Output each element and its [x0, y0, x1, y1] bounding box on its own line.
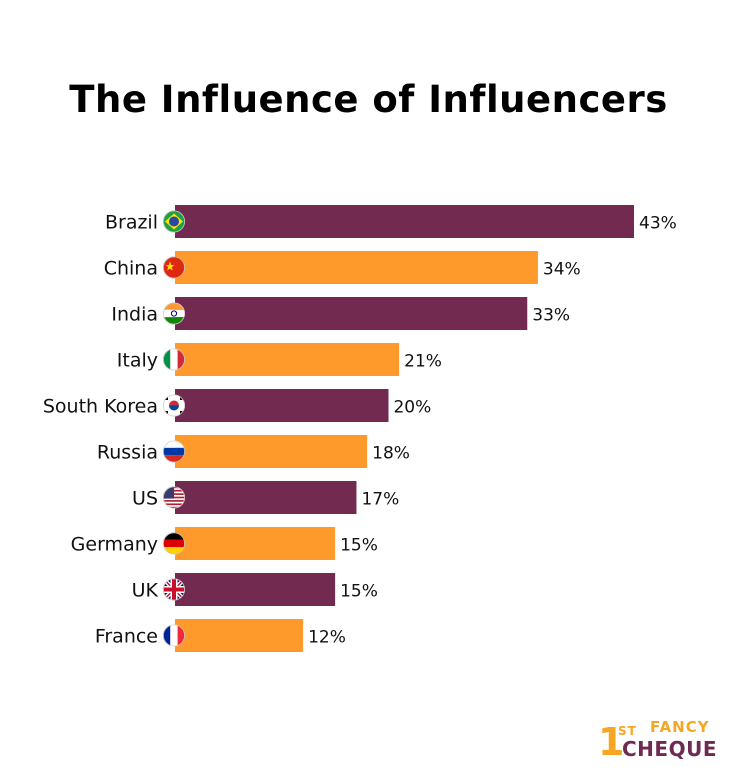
- fancy-cheque-logo: 1 ST FANCY CHEQUE: [596, 718, 726, 766]
- category-label-france: France: [95, 626, 158, 648]
- category-label-uk: UK: [132, 580, 159, 602]
- category-label-russia: Russia: [97, 442, 158, 464]
- value-label-us: 17%: [361, 490, 399, 510]
- bar-south-korea: [175, 389, 389, 422]
- value-label-china: 34%: [543, 260, 581, 280]
- france-flag-icon: [162, 624, 185, 647]
- india-flag-icon: [162, 302, 185, 325]
- bar-italy: [175, 343, 400, 376]
- logo-word-fancy: FANCY: [650, 718, 710, 736]
- bar-germany: [175, 527, 336, 560]
- logo-numeral: 1: [598, 720, 625, 764]
- bar-row-france: France 12%: [95, 619, 346, 652]
- value-label-russia: 18%: [372, 444, 410, 464]
- brazil-flag-icon: [162, 210, 185, 233]
- value-label-germany: 15%: [340, 536, 378, 556]
- bar-row-russia: Russia 18%: [97, 435, 410, 468]
- category-label-china: China: [104, 258, 158, 280]
- bar-row-italy: Italy 21%: [117, 343, 442, 376]
- category-label-italy: Italy: [117, 350, 158, 372]
- category-label-brazil: Brazil: [105, 212, 158, 234]
- us-flag-icon: [162, 486, 185, 509]
- category-label-us: US: [132, 488, 158, 510]
- bar-row-germany: Germany 15%: [71, 527, 378, 560]
- value-label-italy: 21%: [404, 352, 442, 372]
- bar-india: [175, 297, 528, 330]
- bar-row-china: China 34%: [104, 251, 581, 284]
- bar-row-uk: UK 15%: [132, 573, 378, 606]
- china-flag-icon: [162, 256, 185, 279]
- bar-russia: [175, 435, 368, 468]
- bar-china: [175, 251, 538, 284]
- bar-brazil: [175, 205, 634, 238]
- logo-word-cheque: CHEQUE: [622, 737, 717, 761]
- value-label-france: 12%: [308, 628, 346, 648]
- bar-row-india: India 33%: [111, 297, 570, 330]
- value-label-uk: 15%: [340, 582, 378, 602]
- logo-superscript: ST: [618, 724, 637, 738]
- bar-france: [175, 619, 304, 652]
- bar-row-south-korea: South Korea 20%: [43, 389, 431, 422]
- category-label-india: India: [111, 304, 158, 326]
- category-label-south-korea: South Korea: [43, 396, 158, 418]
- bar-row-us: US 17%: [132, 481, 399, 514]
- bar-uk: [175, 573, 336, 606]
- russia-flag-icon: [162, 440, 185, 463]
- category-label-germany: Germany: [71, 534, 158, 556]
- italy-flag-icon: [162, 348, 185, 371]
- value-label-brazil: 43%: [639, 214, 677, 234]
- bar-row-brazil: Brazil 43%: [105, 205, 677, 238]
- bar-us: [175, 481, 357, 514]
- germany-flag-icon: [162, 532, 185, 555]
- chart-title: The Influence of Influencers: [69, 78, 668, 121]
- value-label-south-korea: 20%: [393, 398, 431, 418]
- south-korea-flag-icon: [162, 394, 185, 417]
- value-label-india: 33%: [532, 306, 570, 326]
- uk-flag-icon: [162, 578, 185, 601]
